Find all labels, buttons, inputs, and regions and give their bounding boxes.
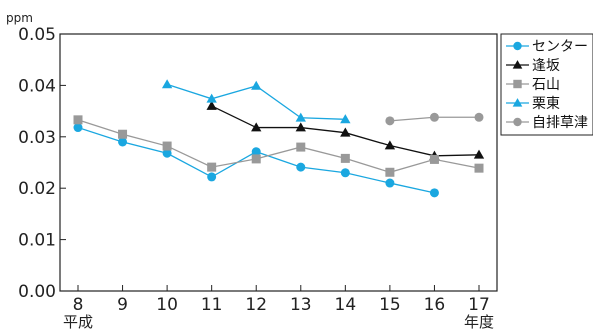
series-line xyxy=(77,119,480,173)
data-point xyxy=(206,100,217,110)
data-point xyxy=(473,149,485,159)
data-point xyxy=(295,112,306,122)
legend-item: 逢坂 xyxy=(506,58,560,74)
data-point xyxy=(429,188,439,198)
series-3 xyxy=(73,115,484,177)
data-point xyxy=(429,112,439,122)
data-point xyxy=(207,162,217,172)
legend-marker xyxy=(512,98,523,107)
data-point xyxy=(384,140,396,150)
data-point xyxy=(385,167,395,177)
data-point xyxy=(429,154,439,164)
y-axis-unit-label: ppm xyxy=(6,11,33,25)
x-tick-label: 14 xyxy=(335,295,357,315)
data-point xyxy=(340,114,351,124)
series-5 xyxy=(385,112,484,126)
legend-item: 自排草津 xyxy=(506,115,588,131)
x-tick-label: 17 xyxy=(468,295,490,315)
data-point xyxy=(385,116,395,126)
data-point xyxy=(161,79,173,89)
legend-marker xyxy=(513,41,522,51)
y-tick-label: 0.05 xyxy=(18,25,56,45)
x-tick-label: 13 xyxy=(290,295,312,315)
data-point xyxy=(73,115,83,125)
data-point xyxy=(340,127,351,137)
y-tick-label: 0.03 xyxy=(18,128,56,148)
legend-marker xyxy=(513,79,522,89)
legend-item: 栗東 xyxy=(506,96,560,112)
series-1 xyxy=(73,123,439,198)
y-tick-label: 0.04 xyxy=(18,76,56,96)
data-point xyxy=(251,154,261,164)
legend-marker xyxy=(512,60,523,69)
data-point xyxy=(340,153,350,163)
x-axis-era-label: 平成 xyxy=(63,313,93,329)
data-point xyxy=(118,129,128,139)
data-point xyxy=(385,178,395,188)
data-point xyxy=(474,163,484,173)
series-layer xyxy=(73,79,485,198)
data-point xyxy=(295,122,306,132)
data-point xyxy=(474,112,484,122)
x-tick-label: 11 xyxy=(201,295,223,315)
data-point xyxy=(251,80,262,90)
plot-area xyxy=(59,33,498,292)
data-point xyxy=(207,172,217,182)
data-point xyxy=(162,148,172,158)
x-tick-label: 15 xyxy=(379,295,401,315)
x-tick-label: 8 xyxy=(73,295,84,315)
legend-label: 栗東 xyxy=(532,96,560,112)
legend-marker xyxy=(513,117,522,127)
data-point xyxy=(162,141,172,151)
data-point xyxy=(118,137,128,147)
x-tick-label: 12 xyxy=(245,295,267,315)
y-tick-label: 0.02 xyxy=(18,179,56,199)
x-axis: 8 9 10 11 12 13 14 15 16 17 xyxy=(73,285,490,315)
x-axis-unit-label: 年度 xyxy=(464,313,494,329)
series-2 xyxy=(206,100,485,160)
legend-label: 自排草津 xyxy=(532,115,588,131)
data-point xyxy=(340,168,350,178)
x-tick-label: 16 xyxy=(424,295,446,315)
data-point xyxy=(296,162,306,172)
legend-item: 石山 xyxy=(506,77,560,93)
y-axis: 0.00 0.01 0.02 0.03 0.04 0.05 xyxy=(18,25,66,302)
data-point xyxy=(206,93,217,103)
legend-item: センター xyxy=(506,39,588,55)
data-point xyxy=(73,123,83,133)
legend-label: センター xyxy=(532,39,588,55)
y-tick-label: 0.00 xyxy=(18,282,56,302)
plot-frame xyxy=(59,33,498,292)
data-point xyxy=(296,142,306,152)
x-tick-label: 10 xyxy=(156,295,178,315)
legend-label: 逢坂 xyxy=(532,58,560,74)
data-point xyxy=(251,147,261,157)
series-4 xyxy=(161,79,351,124)
x-tick-label: 9 xyxy=(117,295,128,315)
y-tick-label: 0.01 xyxy=(18,231,56,251)
legend-label: 石山 xyxy=(532,77,560,93)
data-point xyxy=(251,122,262,132)
